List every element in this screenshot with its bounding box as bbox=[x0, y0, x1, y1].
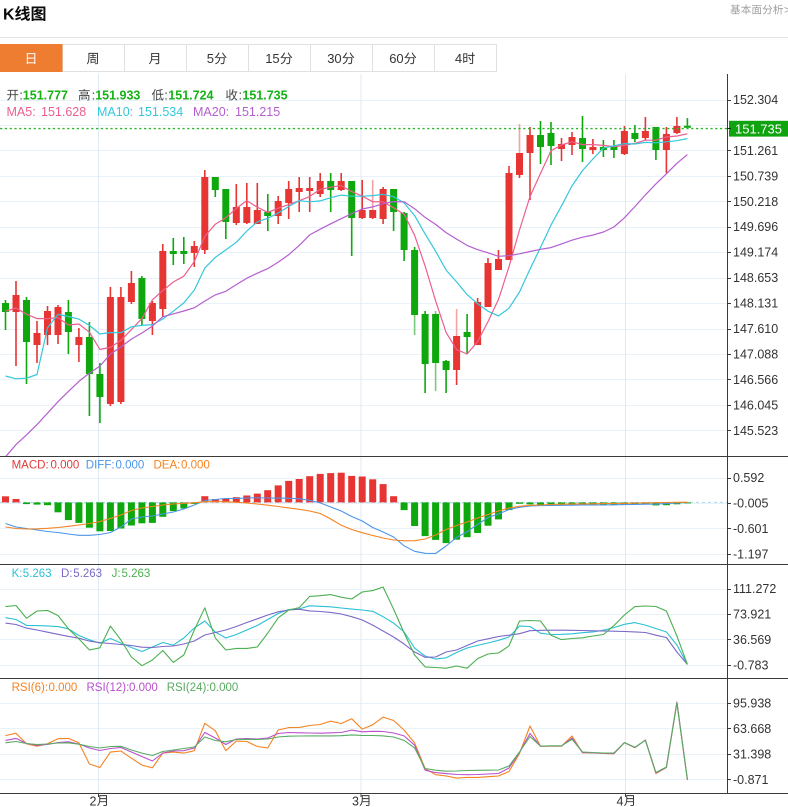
svg-text:5.263: 5.263 bbox=[122, 568, 151, 580]
svg-text:3: 3 bbox=[352, 795, 359, 807]
svg-text:149.174: 149.174 bbox=[733, 246, 778, 260]
svg-text::: : bbox=[92, 88, 96, 103]
svg-text:RSI(6):: RSI(6): bbox=[12, 682, 48, 694]
svg-text:K: K bbox=[3, 7, 15, 24]
svg-text:K:: K: bbox=[12, 568, 23, 580]
svg-text:-0.005: -0.005 bbox=[733, 496, 768, 510]
svg-text:15: 15 bbox=[265, 51, 279, 66]
svg-text:95.938: 95.938 bbox=[733, 697, 771, 711]
svg-text:4: 4 bbox=[455, 51, 462, 66]
svg-text:31.398: 31.398 bbox=[733, 747, 771, 761]
svg-text:-0.601: -0.601 bbox=[733, 522, 768, 536]
svg-text:0.592: 0.592 bbox=[733, 471, 764, 485]
svg-text:146.045: 146.045 bbox=[733, 398, 778, 412]
svg-text:J:: J: bbox=[112, 568, 121, 580]
svg-text:151.735: 151.735 bbox=[242, 89, 287, 103]
svg-text:151.933: 151.933 bbox=[95, 89, 140, 103]
svg-text:DEA:: DEA: bbox=[154, 460, 181, 472]
svg-text:RSI(24):: RSI(24): bbox=[167, 682, 210, 694]
svg-text:151.261: 151.261 bbox=[733, 144, 778, 158]
svg-text:145.523: 145.523 bbox=[733, 424, 778, 438]
svg-text:111.272: 111.272 bbox=[733, 582, 776, 596]
svg-text::: : bbox=[164, 88, 168, 103]
svg-text:151.777: 151.777 bbox=[23, 89, 68, 103]
svg-text:36.569: 36.569 bbox=[733, 633, 771, 647]
svg-text:MA5:: MA5: bbox=[7, 105, 36, 119]
svg-text:151.215: 151.215 bbox=[235, 105, 280, 119]
svg-text:149.696: 149.696 bbox=[733, 220, 778, 234]
svg-text:151.724: 151.724 bbox=[168, 89, 213, 103]
svg-text:5.263: 5.263 bbox=[73, 568, 102, 580]
svg-text:0.000: 0.000 bbox=[129, 682, 158, 694]
svg-text:0.000: 0.000 bbox=[51, 460, 80, 472]
svg-text:MA10:: MA10: bbox=[97, 105, 133, 119]
svg-text:RSI(12):: RSI(12): bbox=[87, 682, 130, 694]
svg-text:0.000: 0.000 bbox=[116, 460, 145, 472]
svg-text:2: 2 bbox=[90, 795, 97, 807]
svg-text:4: 4 bbox=[617, 795, 624, 807]
svg-text:60: 60 bbox=[389, 51, 403, 66]
svg-text:151.628: 151.628 bbox=[41, 105, 86, 119]
svg-text:152.304: 152.304 bbox=[733, 93, 778, 107]
svg-text:150.218: 150.218 bbox=[733, 195, 778, 209]
svg-text:63.668: 63.668 bbox=[733, 722, 771, 736]
svg-text:151.534: 151.534 bbox=[138, 105, 183, 119]
svg-text::: : bbox=[239, 88, 243, 103]
svg-text:30: 30 bbox=[327, 51, 341, 66]
svg-text:151.735: 151.735 bbox=[735, 121, 782, 136]
svg-text:5.263: 5.263 bbox=[23, 568, 52, 580]
svg-text:73.921: 73.921 bbox=[733, 608, 771, 622]
svg-text:D:: D: bbox=[61, 568, 73, 580]
svg-text:-1.197: -1.197 bbox=[733, 547, 768, 561]
svg-text:MACD:: MACD: bbox=[12, 460, 49, 472]
svg-text:-0.783: -0.783 bbox=[733, 658, 768, 672]
svg-text:>: > bbox=[784, 5, 788, 17]
svg-text:146.566: 146.566 bbox=[733, 373, 778, 387]
svg-text:-0.871: -0.871 bbox=[733, 773, 768, 787]
svg-text:0.000: 0.000 bbox=[210, 682, 239, 694]
svg-text:147.610: 147.610 bbox=[733, 322, 778, 336]
svg-text:148.653: 148.653 bbox=[733, 271, 778, 285]
svg-text::: : bbox=[19, 88, 23, 103]
svg-text:5: 5 bbox=[207, 51, 214, 66]
svg-text:148.131: 148.131 bbox=[733, 297, 778, 311]
svg-text:DIFF:: DIFF: bbox=[86, 460, 115, 472]
svg-text:150.739: 150.739 bbox=[733, 169, 778, 183]
svg-text:0.000: 0.000 bbox=[181, 460, 210, 472]
svg-text:MA20:: MA20: bbox=[193, 105, 229, 119]
svg-text:0.000: 0.000 bbox=[49, 682, 78, 694]
svg-text:147.088: 147.088 bbox=[733, 348, 778, 362]
